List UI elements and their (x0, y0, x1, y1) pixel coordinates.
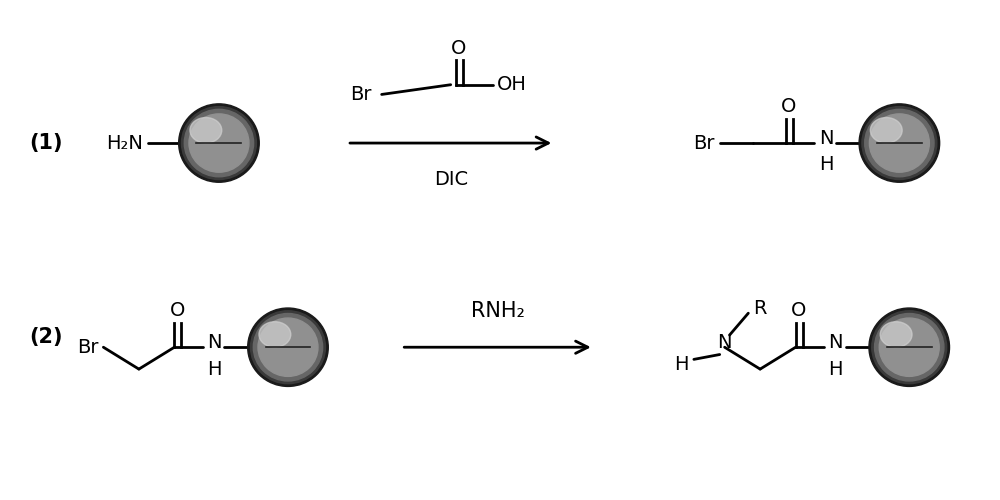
Ellipse shape (875, 314, 944, 381)
Text: Br: Br (77, 338, 98, 356)
Text: H: H (674, 354, 689, 374)
Ellipse shape (184, 110, 254, 177)
Text: R: R (753, 299, 767, 318)
Ellipse shape (865, 110, 934, 177)
Text: N: N (829, 333, 843, 352)
Ellipse shape (872, 311, 947, 384)
Text: O: O (781, 97, 796, 116)
Ellipse shape (181, 106, 256, 180)
Ellipse shape (179, 104, 259, 182)
Text: H: H (207, 360, 222, 378)
Text: O: O (170, 302, 185, 320)
Text: N: N (717, 333, 732, 352)
Ellipse shape (248, 308, 328, 386)
Ellipse shape (879, 318, 939, 376)
Text: N: N (819, 128, 833, 148)
Text: (1): (1) (30, 133, 63, 153)
Ellipse shape (259, 322, 291, 347)
Text: N: N (207, 333, 222, 352)
Ellipse shape (862, 106, 937, 180)
Ellipse shape (869, 308, 950, 386)
Ellipse shape (253, 314, 323, 381)
Text: H: H (829, 360, 843, 378)
Text: DIC: DIC (434, 170, 468, 189)
Text: (2): (2) (30, 328, 63, 347)
Ellipse shape (859, 104, 940, 182)
Ellipse shape (190, 118, 222, 143)
Text: H: H (819, 156, 833, 174)
Text: O: O (451, 39, 466, 58)
Text: OH: OH (496, 75, 526, 94)
Text: H₂N: H₂N (107, 134, 143, 152)
Ellipse shape (869, 114, 929, 172)
Text: O: O (791, 302, 806, 320)
Text: RNH₂: RNH₂ (471, 301, 525, 321)
Text: Br: Br (350, 85, 372, 104)
Ellipse shape (189, 114, 249, 172)
Ellipse shape (880, 322, 912, 347)
Text: Br: Br (693, 134, 715, 152)
Ellipse shape (870, 118, 902, 143)
Ellipse shape (251, 311, 325, 384)
Ellipse shape (258, 318, 318, 376)
